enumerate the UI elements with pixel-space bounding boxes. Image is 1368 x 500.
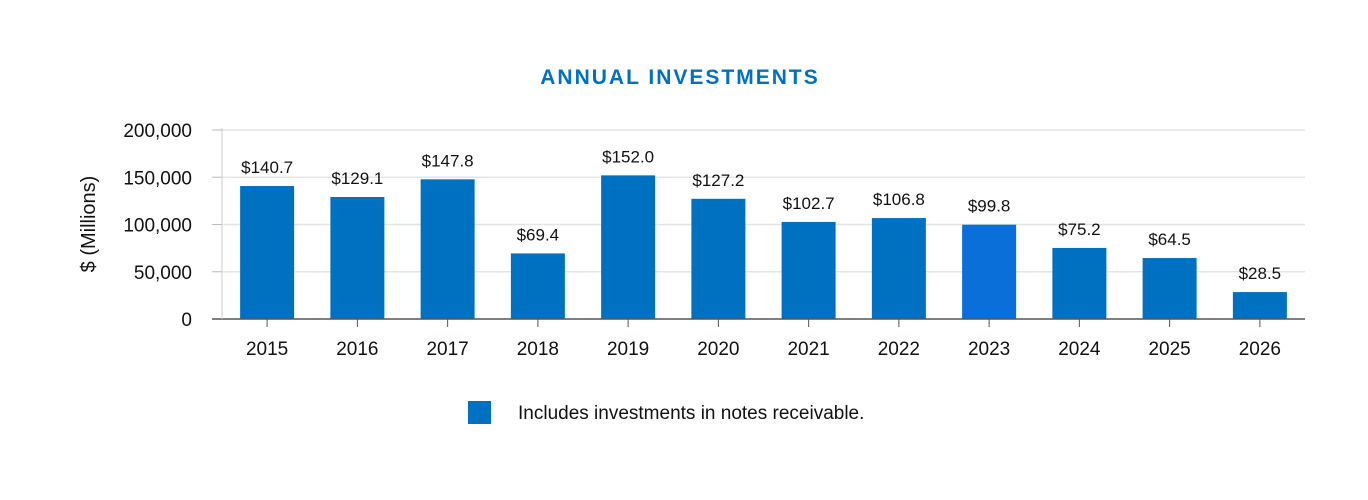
y-axis-ticks: 0 50,000 100,000 150,000 200,000 xyxy=(123,121,222,331)
data-label-2022: $106.8 xyxy=(873,190,925,209)
x-tick-label: 2026 xyxy=(1239,339,1281,360)
data-label-2020: $127.2 xyxy=(692,171,744,190)
y-axis-label: $ (Millions) xyxy=(78,176,100,273)
bar-2020 xyxy=(691,198,746,319)
bar-2018 xyxy=(510,253,565,319)
x-tick-label: 2017 xyxy=(426,339,468,360)
bar-2024 xyxy=(1052,247,1107,319)
bar-2016 xyxy=(330,197,385,319)
x-tick-label: 2024 xyxy=(1058,339,1101,360)
x-axis-ticks: 2015 2016 2017 2018 2019 2020 2021 2022 2023 2024… xyxy=(246,319,1281,360)
data-label-2018: $69.4 xyxy=(517,225,560,244)
x-tick-label: 2018 xyxy=(517,339,559,360)
gridlines xyxy=(222,129,1305,273)
x-tick-label: 2023 xyxy=(968,339,1010,360)
x-tick-label: 2022 xyxy=(878,339,920,360)
bar-2021 xyxy=(781,221,836,319)
data-label-2015: $140.7 xyxy=(241,158,293,177)
bar-2019 xyxy=(601,175,656,319)
chart-title: ANNUAL INVESTMENTS xyxy=(540,66,819,89)
legend-label: Includes investments in notes receivable… xyxy=(518,403,864,424)
data-label-2023: $99.8 xyxy=(968,197,1011,216)
y-tick-label: 0 xyxy=(181,310,192,331)
x-tick-label: 2025 xyxy=(1148,339,1190,360)
y-tick-label: 150,000 xyxy=(123,168,192,189)
bar-2017 xyxy=(420,179,475,319)
bars xyxy=(240,175,1287,319)
data-label-2016: $129.1 xyxy=(331,169,383,188)
data-label-2025: $64.5 xyxy=(1148,230,1191,249)
x-tick-label: 2019 xyxy=(607,339,649,360)
data-label-2017: $147.8 xyxy=(422,151,474,170)
bar-2023 xyxy=(962,224,1017,319)
bar-2022 xyxy=(871,218,926,319)
data-label-2026: $28.5 xyxy=(1239,264,1282,283)
x-tick-label: 2020 xyxy=(697,339,739,360)
bar-2026 xyxy=(1232,292,1287,319)
x-tick-label: 2016 xyxy=(336,339,378,360)
y-tick-label: 200,000 xyxy=(123,121,192,142)
y-tick-label: 100,000 xyxy=(123,216,192,237)
data-labels: $140.7 $129.1 $147.8 $69.4 $152.0 $127.2 $102.… xyxy=(241,147,1281,283)
bar-2015 xyxy=(240,186,295,319)
data-label-2021: $102.7 xyxy=(783,194,835,213)
x-tick-label: 2021 xyxy=(787,339,829,360)
data-label-2019: $152.0 xyxy=(602,147,654,166)
y-tick-label: 50,000 xyxy=(134,263,192,284)
legend-swatch xyxy=(468,401,491,424)
legend: Includes investments in notes receivable… xyxy=(468,401,864,424)
bar-2025 xyxy=(1142,258,1197,319)
x-tick-label: 2015 xyxy=(246,339,288,360)
data-label-2024: $75.2 xyxy=(1058,220,1101,239)
